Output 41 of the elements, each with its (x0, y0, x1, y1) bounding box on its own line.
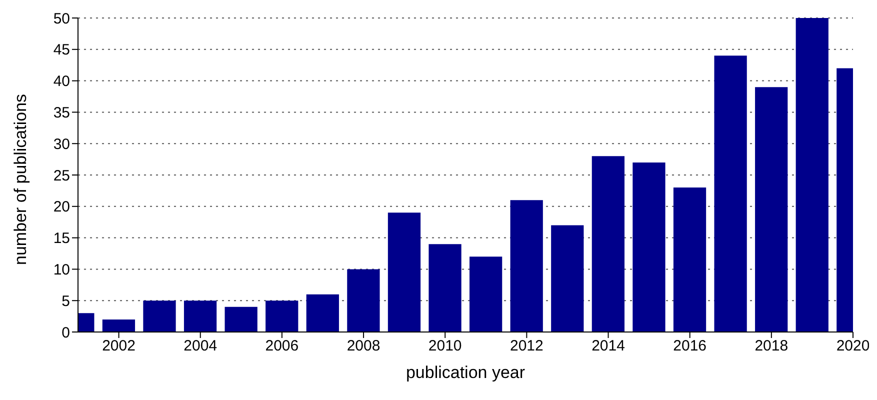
bar (224, 306, 258, 332)
bar (510, 200, 543, 332)
y-tick-label: 0 (62, 324, 70, 342)
x-tick-label: 2008 (346, 338, 380, 355)
y-tick-label: 20 (53, 198, 70, 216)
bar (470, 256, 502, 332)
y-tick-label: 10 (53, 262, 70, 279)
y-tick-label: 5 (62, 292, 70, 310)
bar (755, 87, 788, 332)
bar (347, 269, 380, 332)
y-tick-label: 40 (53, 73, 70, 90)
y-tick-label: 35 (53, 104, 70, 122)
bar (428, 244, 462, 332)
bar (673, 188, 706, 332)
x-tick-label: 2006 (265, 338, 299, 355)
x-tick-label: 2020 (836, 338, 870, 355)
bar (102, 319, 136, 332)
x-tick-label: 2012 (510, 338, 544, 355)
bar (184, 300, 217, 332)
x-tick-label: 2010 (428, 338, 462, 355)
bar (551, 225, 584, 332)
bar (306, 294, 339, 332)
y-tick-label: 45 (53, 42, 70, 59)
y-axis-title: number of publications (11, 94, 30, 265)
bar (796, 18, 828, 332)
bar (592, 156, 624, 332)
x-tick-label: 2018 (754, 338, 788, 355)
bar (714, 56, 747, 332)
y-tick-label: 30 (53, 136, 70, 153)
y-tick-label: 50 (53, 10, 70, 28)
x-tick-label: 2002 (102, 338, 136, 355)
y-tick-label: 25 (53, 167, 70, 184)
bar (632, 162, 666, 332)
x-axis-title: publication year (406, 363, 526, 382)
x-tick-label: 2016 (673, 338, 707, 355)
bar (143, 300, 176, 332)
x-tick-label: 2014 (592, 338, 625, 355)
x-tick-label: 2004 (184, 338, 218, 355)
bar (388, 212, 421, 332)
y-tick-label: 15 (53, 230, 70, 248)
bar (266, 300, 298, 332)
